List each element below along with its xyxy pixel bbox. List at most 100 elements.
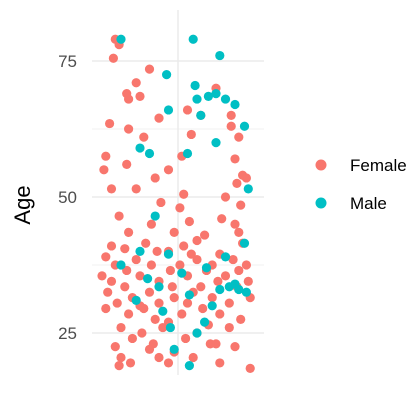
point-male	[184, 361, 194, 371]
point-female	[106, 241, 117, 251]
point-female	[224, 322, 234, 333]
point-male	[116, 34, 126, 44]
point-female	[152, 246, 162, 256]
point-female	[236, 314, 246, 324]
y-tick-label: 25	[58, 324, 77, 343]
point-female	[243, 276, 253, 286]
point-female	[124, 309, 134, 319]
point-female	[97, 271, 107, 281]
point-female	[213, 276, 223, 286]
point-female	[144, 287, 155, 297]
point-male	[192, 94, 202, 104]
point-male	[220, 94, 231, 104]
point-male	[224, 282, 234, 292]
legend-item-male: Male	[315, 194, 387, 213]
point-female	[154, 298, 164, 308]
point-female	[101, 252, 111, 262]
point-female	[192, 254, 202, 265]
point-female	[137, 328, 147, 338]
point-female	[241, 173, 251, 183]
point-female	[226, 121, 236, 131]
point-female	[230, 154, 240, 164]
point-male	[239, 238, 250, 248]
data-points	[97, 34, 255, 373]
point-male	[169, 344, 179, 354]
point-female	[110, 342, 120, 352]
legend: Female Male	[315, 156, 407, 213]
point-female	[122, 265, 132, 276]
point-female	[163, 358, 174, 368]
point-male	[162, 70, 172, 80]
point-male	[203, 91, 213, 101]
point-female	[127, 333, 137, 344]
point-female	[101, 151, 111, 161]
point-female	[99, 165, 109, 175]
point-male	[200, 317, 210, 327]
point-female	[192, 235, 202, 246]
point-female	[182, 298, 193, 308]
point-female	[179, 241, 189, 251]
point-female	[120, 244, 130, 254]
point-female	[234, 227, 244, 237]
point-female	[154, 113, 164, 123]
point-female	[181, 333, 191, 344]
point-male	[135, 246, 145, 256]
point-male	[154, 282, 164, 292]
point-female	[163, 165, 174, 175]
point-male	[201, 263, 212, 273]
point-female	[116, 322, 126, 333]
point-female	[125, 358, 136, 368]
point-female	[230, 342, 240, 352]
point-female	[135, 271, 145, 281]
point-female	[139, 132, 149, 142]
point-male	[165, 322, 175, 333]
point-female	[124, 94, 134, 104]
point-female	[112, 298, 122, 308]
point-male	[182, 148, 193, 159]
point-female	[106, 184, 117, 194]
point-female	[179, 189, 189, 199]
point-female	[175, 203, 185, 213]
point-female	[158, 322, 168, 333]
point-male	[131, 295, 141, 305]
point-male	[220, 252, 231, 262]
legend-label: Male	[350, 194, 387, 213]
point-female	[230, 219, 240, 229]
point-female	[245, 363, 255, 373]
point-male	[190, 80, 200, 91]
point-female	[144, 64, 155, 74]
point-female	[182, 105, 193, 115]
point-female	[108, 53, 118, 63]
point-female	[224, 298, 234, 308]
point-male	[163, 249, 174, 259]
point-female	[186, 129, 196, 140]
y-tick-label: 75	[58, 52, 77, 71]
point-female	[156, 197, 166, 208]
point-female	[226, 110, 236, 120]
point-male	[144, 148, 155, 159]
point-female	[169, 227, 179, 237]
point-female	[167, 282, 177, 292]
point-female	[220, 192, 231, 202]
point-female	[131, 184, 141, 194]
point-female	[146, 260, 156, 270]
point-female	[144, 344, 155, 354]
point-female	[124, 227, 134, 237]
point-female	[122, 159, 132, 169]
point-male	[215, 50, 225, 61]
point-male	[163, 105, 174, 115]
point-female	[236, 200, 246, 210]
point-female	[228, 254, 238, 265]
point-female	[234, 132, 244, 142]
point-male	[241, 287, 251, 297]
point-female	[150, 173, 160, 183]
y-tick-label: 50	[58, 188, 77, 207]
point-female	[120, 282, 130, 292]
point-female	[215, 358, 225, 368]
point-female	[215, 309, 225, 319]
point-male	[158, 306, 168, 316]
point-male	[135, 143, 145, 153]
point-male	[196, 110, 206, 120]
